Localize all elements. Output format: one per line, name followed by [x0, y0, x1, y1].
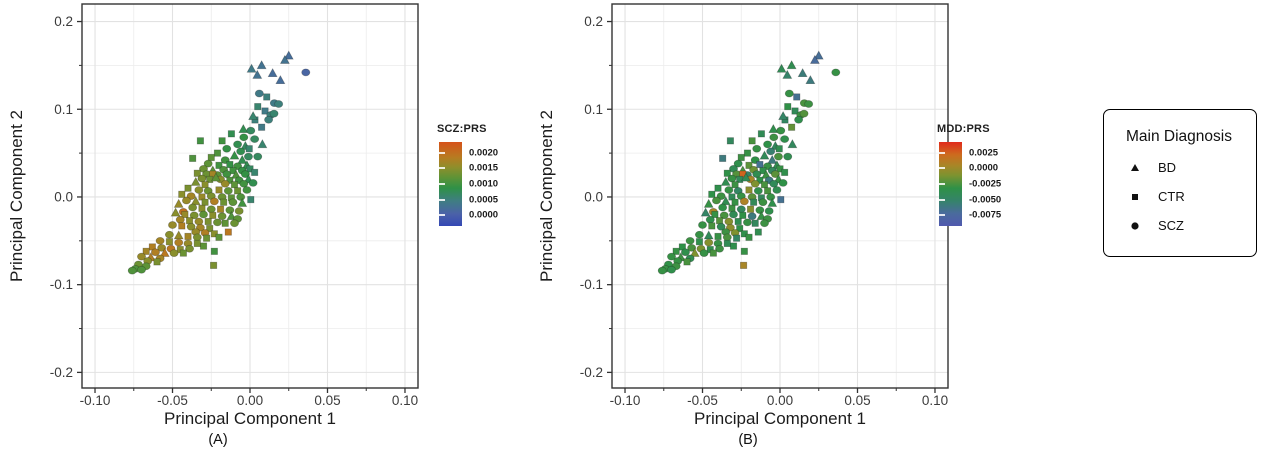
scz-prs-gradient-bar: [439, 142, 462, 226]
colorbar-tick-label: -0.0050: [969, 194, 1002, 206]
panel-caption: (A): [208, 432, 227, 448]
svg-text:0.2: 0.2: [54, 14, 73, 29]
legend-item-scz-label: SCZ: [1158, 218, 1184, 233]
svg-text:0.05: 0.05: [844, 393, 870, 408]
mdd-prs-colorbar: MDD:PRS 0.0025 0.0000 -0.0025 -0.0050 -0.007…: [937, 123, 1037, 226]
scz-circle-icon: [1131, 221, 1139, 230]
scz-prs-colorbar-title: SCZ:PRS: [437, 123, 487, 135]
svg-text:0.00: 0.00: [767, 393, 793, 408]
main-diagnosis-legend-title: Main Diagnosis: [1126, 128, 1232, 145]
colorbar-tick-mark: [439, 167, 445, 170]
x-axis-title: Principal Component 1: [694, 409, 866, 428]
svg-text:-0.2: -0.2: [580, 365, 603, 380]
bd-triangle-icon: [1131, 163, 1139, 171]
colorbar-tick-mark: [939, 214, 945, 217]
colorbar-tick-label: 0.0005: [469, 194, 499, 206]
svg-text:0.1: 0.1: [54, 102, 73, 117]
axes: -0.10 -0.05 0.00 0.05 0.10 0.2 0.1 0.0 -0.1 -0.2: [580, 14, 948, 408]
pca-scatter-plot-b: -0.10 -0.05 0.00 0.05 0.10 0.2 0.1 0.0 -0.1 -0.2 P…: [537, 3, 949, 448]
colorbar-tick-mark: [439, 183, 445, 185]
ctr-square-icon: [1132, 193, 1138, 200]
colorbar-tick-mark: [439, 198, 445, 201]
colorbar-tick-label: 0.0025: [969, 147, 999, 159]
svg-text:0.1: 0.1: [584, 102, 603, 117]
legend-item-bd-label: BD: [1158, 160, 1177, 175]
svg-text:0.10: 0.10: [922, 393, 948, 408]
svg-text:-0.2: -0.2: [50, 365, 73, 380]
data-points: [127, 50, 311, 275]
legend-item-ctr: CTR: [1126, 189, 1256, 204]
colorbar-tick-mark: [939, 198, 945, 201]
colorbar-tick-mark: [939, 151, 945, 154]
y-axis-title: Principal Component 2: [7, 110, 26, 282]
colorbar-tick-label: 0.0015: [469, 162, 499, 174]
legend-item-ctr-label: CTR: [1158, 189, 1185, 204]
colorbar-tick-label: 0.0010: [469, 178, 499, 190]
axes: -0.10 -0.05 0.00 0.05 0.10 0.2 0.1 0.0 -0.1 -0.2: [50, 14, 418, 408]
mdd-prs-gradient-bar-wrap: 0.0025 0.0000 -0.0025 -0.0050 -0.0075: [937, 142, 1037, 226]
svg-text:0.05: 0.05: [314, 393, 340, 408]
y-axis-title: Principal Component 2: [537, 110, 556, 282]
pca-scatter-plot-a: -0.10 -0.05 0.00 0.05 0.10 0.2 0.1 0.0 -0.1 -0.2 P…: [7, 3, 419, 448]
svg-text:0.2: 0.2: [584, 14, 603, 29]
scz-prs-colorbar: SCZ:PRS 0.0020 0.0015 0.0010 0.0005 0.0000: [437, 123, 537, 226]
svg-text:0.10: 0.10: [392, 393, 418, 408]
mdd-prs-colorbar-title: MDD:PRS: [937, 123, 990, 135]
colorbar-tick-label: -0.0025: [969, 178, 1002, 190]
colorbar-tick-label: 0.0000: [969, 162, 999, 174]
colorbar-tick-mark: [439, 151, 445, 154]
colorbar-tick-label: 0.0000: [469, 209, 499, 221]
svg-text:-0.05: -0.05: [687, 393, 718, 408]
colorbar-tick-label: -0.0075: [969, 209, 1002, 221]
svg-text:-0.1: -0.1: [50, 277, 73, 292]
mdd-prs-gradient-bar: [939, 142, 962, 226]
colorbar-tick-mark: [939, 167, 945, 170]
svg-text:0.0: 0.0: [584, 189, 603, 204]
scz-prs-gradient-bar-wrap: 0.0020 0.0015 0.0010 0.0005 0.0000: [437, 142, 537, 226]
svg-text:-0.10: -0.10: [80, 393, 111, 408]
svg-text:-0.05: -0.05: [157, 393, 188, 408]
colorbar-tick-mark: [439, 214, 445, 217]
legend-item-scz: SCZ: [1126, 218, 1256, 233]
svg-text:0.0: 0.0: [54, 189, 73, 204]
svg-text:0.00: 0.00: [237, 393, 263, 408]
main-diagnosis-legend: Main Diagnosis BD CTR SCZ: [1103, 109, 1257, 257]
panel-caption: (B): [738, 432, 757, 448]
data-points: [657, 50, 841, 275]
legend-item-bd: BD: [1126, 160, 1256, 175]
gridlines: [82, 4, 418, 388]
svg-text:-0.10: -0.10: [610, 393, 641, 408]
svg-text:-0.1: -0.1: [580, 277, 603, 292]
colorbar-tick-label: 0.0020: [469, 147, 499, 159]
colorbar-tick-mark: [939, 183, 945, 185]
x-axis-title: Principal Component 1: [164, 409, 336, 428]
